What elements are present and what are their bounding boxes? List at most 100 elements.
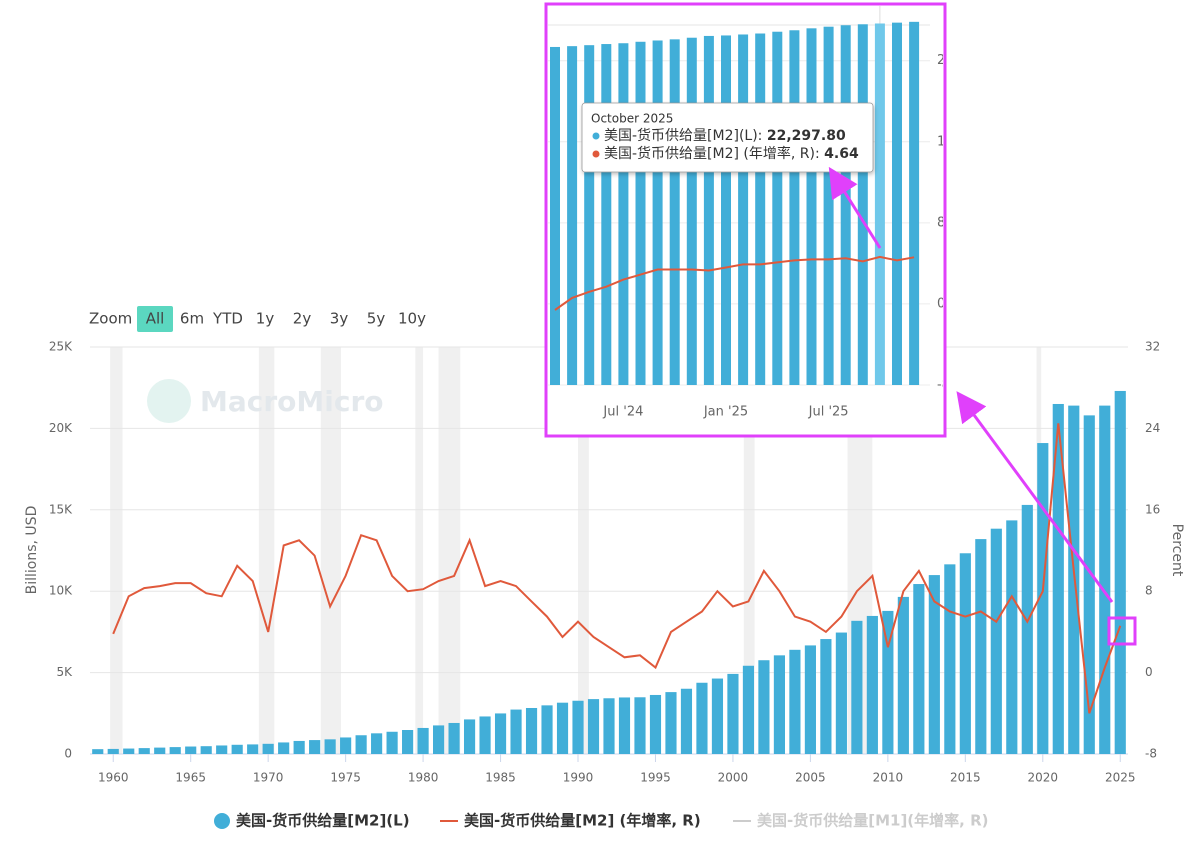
y2-tick-label: 0 — [1145, 665, 1153, 679]
bar — [758, 660, 770, 754]
range-button[interactable]: 5y — [367, 310, 386, 328]
bar — [806, 28, 817, 385]
bar — [840, 25, 851, 386]
tooltip — [581, 102, 874, 173]
bar — [584, 45, 595, 386]
bar — [550, 46, 560, 385]
bar — [618, 697, 631, 754]
x-tick-label: 2020 — [1028, 771, 1059, 785]
bar — [669, 39, 680, 385]
bar — [278, 742, 290, 754]
bar — [417, 727, 429, 754]
watermark-icon — [147, 379, 191, 423]
y-tick-label: 0 — [64, 747, 72, 761]
bar — [944, 564, 956, 754]
range-button[interactable]: 10y — [398, 310, 426, 328]
bar — [433, 725, 445, 754]
bar — [820, 639, 832, 754]
bar — [772, 31, 783, 386]
bar — [185, 746, 197, 754]
range-button[interactable]: 2y — [293, 310, 312, 328]
bar — [835, 632, 847, 754]
bar — [463, 719, 476, 754]
bar — [804, 645, 816, 754]
x-tick-label: 1975 — [330, 771, 361, 785]
bar — [169, 747, 181, 754]
range-button[interactable]: YTD — [212, 310, 243, 328]
arrow — [956, 391, 1114, 603]
x-tick-label: Jan '25 — [703, 405, 748, 420]
recession-band — [578, 347, 589, 754]
y2-tick-label: 16 — [1145, 502, 1160, 516]
range-button[interactable]: 3y — [330, 310, 349, 328]
bar — [340, 737, 352, 754]
x-tick-label: 1960 — [98, 771, 129, 785]
range-button[interactable]: 1y — [256, 310, 275, 328]
bar — [556, 702, 569, 754]
legend-marker[interactable] — [214, 813, 230, 829]
recession-band — [320, 347, 341, 754]
recession-band — [415, 347, 424, 754]
bar — [665, 692, 677, 754]
bar — [897, 596, 909, 754]
bar — [572, 700, 584, 754]
bar — [652, 40, 663, 385]
y-tick-label: 20K — [49, 421, 73, 435]
line — [112, 423, 1122, 714]
line — [554, 255, 915, 311]
y2-axis-title: Percent — [1169, 524, 1185, 577]
bar — [928, 575, 940, 754]
bar — [711, 678, 724, 754]
tooltip-value: 22,297.80 — [767, 128, 846, 144]
bar — [262, 743, 274, 754]
tooltip-title: October 2025 — [591, 112, 673, 126]
bar — [601, 44, 612, 385]
y2-tick-label: 16 — [937, 134, 954, 149]
bar — [567, 46, 578, 385]
tooltip-value: 4.64 — [824, 146, 859, 162]
bar — [990, 528, 1002, 754]
recession-band — [743, 347, 755, 754]
inset-chart: -8 0 8 16 24 Jul '24 Jan '25 Jul '25 October 202… — [548, 6, 954, 420]
bar — [721, 35, 731, 386]
bar — [355, 735, 367, 754]
legend-label[interactable]: 美国-货币供给量[M1](年增率, R) — [757, 812, 988, 830]
bar — [823, 26, 834, 385]
y-axis-title: Billions, USD — [24, 506, 40, 595]
legend-label[interactable]: 美国-货币供给量[M2](L) — [236, 812, 410, 830]
bar — [618, 43, 629, 385]
bar — [635, 41, 646, 385]
y-tick-label: 5K — [56, 665, 73, 679]
x-tick-label: 2015 — [950, 771, 981, 785]
bar — [909, 21, 920, 385]
bar — [789, 649, 801, 754]
bar — [882, 610, 894, 754]
x-tick-label: 2010 — [873, 771, 904, 785]
range-button-active[interactable] — [137, 306, 173, 332]
bar — [231, 744, 243, 754]
y2-tick-label: 24 — [937, 53, 954, 68]
bar — [107, 748, 119, 754]
legend-label[interactable]: 美国-货币供给量[M2] (年增率, R) — [464, 812, 701, 830]
x-tick-label: 1995 — [640, 771, 671, 785]
arrow — [828, 166, 882, 249]
bar — [386, 731, 398, 754]
tooltip-label: 美国-货币供给量[M2] (年增率, R): — [604, 145, 824, 162]
range-button[interactable]: All — [146, 310, 165, 328]
tooltip-row: 美国-货币供给量[M2] (年增率, R): 4.64 — [604, 145, 859, 162]
tooltip-row: 美国-货币供给量[M2](L): 22,297.80 — [604, 127, 846, 144]
recession-band — [110, 347, 123, 754]
x-tick-label: 1980 — [408, 771, 439, 785]
y2-tick-label: 8 — [937, 215, 945, 230]
bar — [913, 584, 925, 754]
bar — [851, 620, 863, 754]
bar — [494, 713, 507, 754]
x-tick-label: 2000 — [718, 771, 749, 785]
x-tick-label: 1985 — [485, 771, 516, 785]
range-button[interactable]: 6m — [180, 310, 204, 328]
bar — [216, 745, 228, 754]
tooltip-marker — [592, 132, 600, 140]
bar — [892, 22, 902, 385]
main-chart: 0 5K 10K 15K 20K 25K -8 0 8 16 24 32 1960 1965 1970 197… — [24, 306, 1185, 830]
